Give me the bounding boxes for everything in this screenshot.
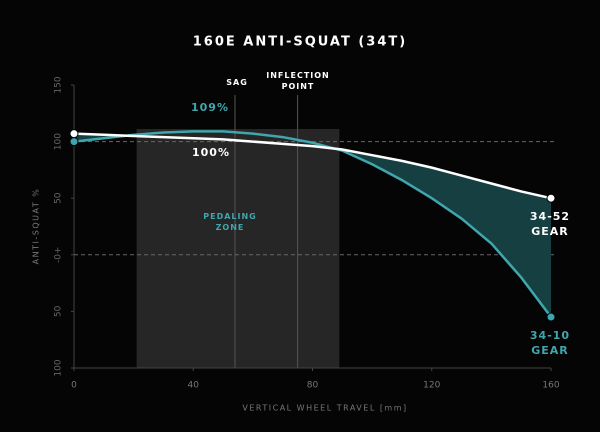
end-marker [546,312,556,322]
y-tick-label: 50 [54,192,64,204]
end-marker [546,193,556,203]
end-marker [69,129,79,139]
x-tick-label: 0 [71,381,77,391]
chart-title: 160E ANTI-SQUAT (34T) [193,35,407,50]
pedaling-zone [136,129,340,368]
y-tick-label: 150 [54,76,64,93]
x-tick-label: 160 [542,381,559,391]
end-marker [69,137,79,147]
sag-label: SAG [226,78,248,87]
zone-label: PEDALING ZONE [203,212,257,232]
series-line [73,132,552,200]
x-tick-label: 120 [423,381,440,391]
y-tick-label: 100 [54,359,64,376]
y-tick-label: 50 [54,305,64,317]
x-tick-label: 80 [307,381,319,391]
y-tick-label: -0+ [54,247,64,264]
peak-label: 109% [191,101,229,114]
x-axis-label: VERTICAL WHEEL TRAVEL [mm] [242,404,407,413]
series-line [73,130,552,318]
inflection-label: INFLECTION POINT [266,71,330,91]
x-tick-label: 40 [188,381,200,391]
legend-entry: 34-10 GEAR [529,329,571,357]
legend-entry: 34-52 GEAR [529,210,571,238]
base-label: 100% [192,146,230,159]
y-axis-label: ANTI-SQUAT % [32,188,41,265]
gap-fill [74,133,551,318]
y-tick-label: 100 [54,133,64,150]
